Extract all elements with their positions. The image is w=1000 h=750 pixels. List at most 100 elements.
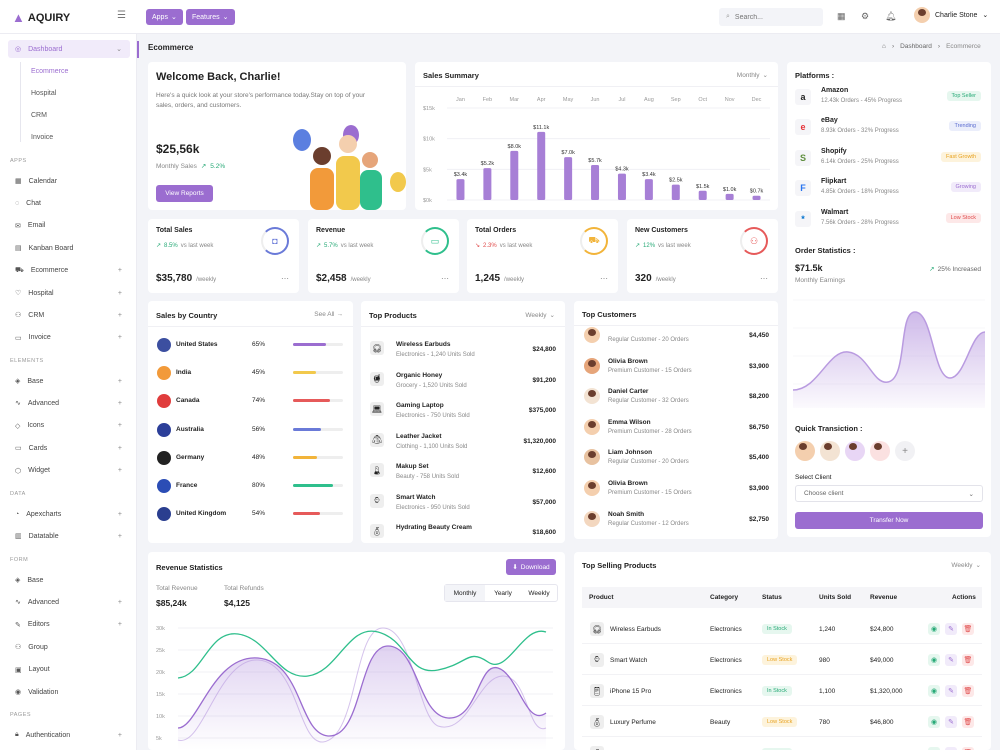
avatar[interactable] [820,441,840,461]
more-icon[interactable]: ⋯ [600,274,608,283]
sidebar-item-cards[interactable]: ▭ Cards + [8,439,130,457]
sidebar-item-invoice[interactable]: ▭ Invoice + [8,329,130,347]
sidebar-item-editors[interactable]: ✎ Editors + [8,616,130,634]
customer-name[interactable]: Liam Johnson [608,449,653,457]
sidebar-item-crm[interactable]: ⚇ CRM + [8,306,130,324]
more-icon[interactable]: ⋯ [441,274,449,283]
cell-product[interactable]: iPhone 15 Pro [610,688,652,695]
bar-nov[interactable] [725,193,734,200]
product-name[interactable]: Hydrating Beauty Cream [396,524,472,531]
product-name[interactable]: Makup Set [396,463,429,470]
eye-icon[interactable]: ◉ [928,685,940,697]
sidebar-item-apexcharts[interactable]: ◔ Apexcharts + [8,505,130,523]
eye-icon[interactable]: ◉ [928,654,940,666]
tab-monthly[interactable]: Monthly [445,585,485,601]
avatar[interactable] [795,441,815,461]
sidebar-item-email[interactable]: ✉ Email [8,217,130,235]
platform-name[interactable]: Shopify [821,147,847,155]
home-icon[interactable]: ⌂ [882,43,886,50]
bar-may[interactable] [564,157,573,200]
trash-icon[interactable]: 🗑︎ [962,685,974,697]
eye-icon[interactable]: ◉ [928,623,940,635]
cell-product[interactable]: Luxury Perfume [610,719,656,726]
edit-icon[interactable]: ✎ [945,623,957,635]
customer-name[interactable]: Olivia Brown [608,357,648,365]
platform-name[interactable]: Walmart [821,208,849,216]
customer-name[interactable]: Noah Smith [608,510,645,518]
sidebar-sub-crm[interactable]: CRM [31,112,47,119]
trash-icon[interactable]: 🗑︎ [962,716,974,728]
bar-oct[interactable] [698,190,707,200]
sidebar-item-authentication[interactable]: 🔒︎ Authentication + [8,726,130,744]
sidebar-item-advanced[interactable]: ∿ Advanced + [8,593,130,611]
sidebar-sub-ecommerce[interactable]: Ecommerce [31,68,69,75]
tab-yearly[interactable]: Yearly [494,589,512,597]
bar-mar[interactable] [510,150,519,200]
see-all-link[interactable]: See All → [314,311,343,318]
bar-jan[interactable] [456,179,465,200]
cell-product[interactable]: Wireless Earbuds [610,626,661,633]
bell-icon[interactable]: 🔔︎ [885,11,897,21]
bar-sep[interactable] [671,184,680,200]
sidebar-item-dashboard[interactable]: ◎ Dashboard ⌄ [8,40,130,58]
more-icon[interactable]: ⋯ [760,274,768,283]
bar-dec[interactable] [752,195,761,200]
sidebar-item-ecommerce[interactable]: ⛟ Ecommerce + [8,262,130,280]
sidebar-item-base[interactable]: ◈ Base [8,571,130,589]
sidebar-item-chat[interactable]: ◌ Chat [8,194,130,212]
menu-toggle-icon[interactable]: ☰ [117,10,126,21]
platform-name[interactable]: Flipkart [821,178,847,186]
view-reports-button[interactable]: View Reports [156,185,213,202]
sidebar-item-base[interactable]: ◈ Base + [8,372,130,390]
sidebar-item-widget[interactable]: ⬡ Widget + [8,462,130,480]
sidebar-sub-hospital[interactable]: Hospital [31,90,57,97]
breadcrumb-dashboard[interactable]: Dashboard [900,43,932,50]
edit-icon[interactable]: ✎ [945,685,957,697]
bar-jun[interactable] [591,165,600,200]
eye-icon[interactable]: ◉ [928,716,940,728]
sidebar-item-icons[interactable]: ◇ Icons + [8,417,130,435]
add-client-icon[interactable]: + [895,441,915,461]
sidebar-item-advanced[interactable]: ∿ Advanced + [8,394,130,412]
apps-button[interactable]: Apps ⌄ [146,9,183,25]
bar-aug[interactable] [644,179,653,200]
bar-feb[interactable] [483,168,492,200]
sidebar-item-group[interactable]: ⚇ Group [8,638,130,656]
period-select[interactable]: Weekly ⌄ [525,311,555,320]
trash-icon[interactable]: 🗑︎ [962,747,974,750]
sidebar-item-kanban-board[interactable]: ▤ Kanban Board [8,239,130,257]
logo[interactable]: ▲ AQUIRY [12,10,70,25]
trash-icon[interactable]: 🗑︎ [962,623,974,635]
tab-weekly[interactable]: Weekly [528,589,550,597]
customer-name[interactable]: Emma Wilson [608,418,651,426]
user-menu[interactable]: Charlie Stone ⌄ [914,7,988,23]
product-name[interactable]: Organic Honey [396,371,443,379]
customer-name[interactable]: Olivia Brown [608,480,648,487]
sidebar-item-validation[interactable]: ◉ Validation [8,683,130,701]
bar-jul[interactable] [617,173,626,200]
download-button[interactable]: ⬇ Download [506,559,556,575]
avatar[interactable] [870,441,890,461]
edit-icon[interactable]: ✎ [945,747,957,750]
customer-name[interactable]: Daniel Carter [608,388,649,396]
bar-apr[interactable] [537,131,546,200]
sidebar-item-layout[interactable]: ▣ Layout [8,661,130,679]
period-select[interactable]: Weekly ⌄ [951,561,981,570]
product-name[interactable]: Smart Watch [396,493,436,501]
transfer-now-button[interactable]: Transfer Now [795,512,983,529]
sidebar-sub-invoice[interactable]: Invoice [31,134,54,141]
eye-icon[interactable]: ◉ [928,747,940,750]
sidebar-item-datatable[interactable]: ▥ Datatable + [8,527,130,545]
sidebar-item-calendar[interactable]: ▦ Calendar [8,172,130,190]
search-input[interactable] [734,13,805,21]
product-name[interactable]: Wireless Earbuds [396,341,451,348]
avatar[interactable] [845,441,865,461]
period-select[interactable]: Monthly ⌄ [737,71,768,80]
gear-icon[interactable]: ⚙ [861,11,870,21]
client-select[interactable]: Choose client ⌄ [795,485,983,502]
product-name[interactable]: Leather Jacket [396,432,442,440]
product-name[interactable]: Gaming Laptop [396,402,444,409]
calendar-icon[interactable]: ▦ [837,11,846,21]
sidebar-item-hospital[interactable]: ♡ Hospital + [8,284,130,302]
trash-icon[interactable]: 🗑︎ [962,654,974,666]
